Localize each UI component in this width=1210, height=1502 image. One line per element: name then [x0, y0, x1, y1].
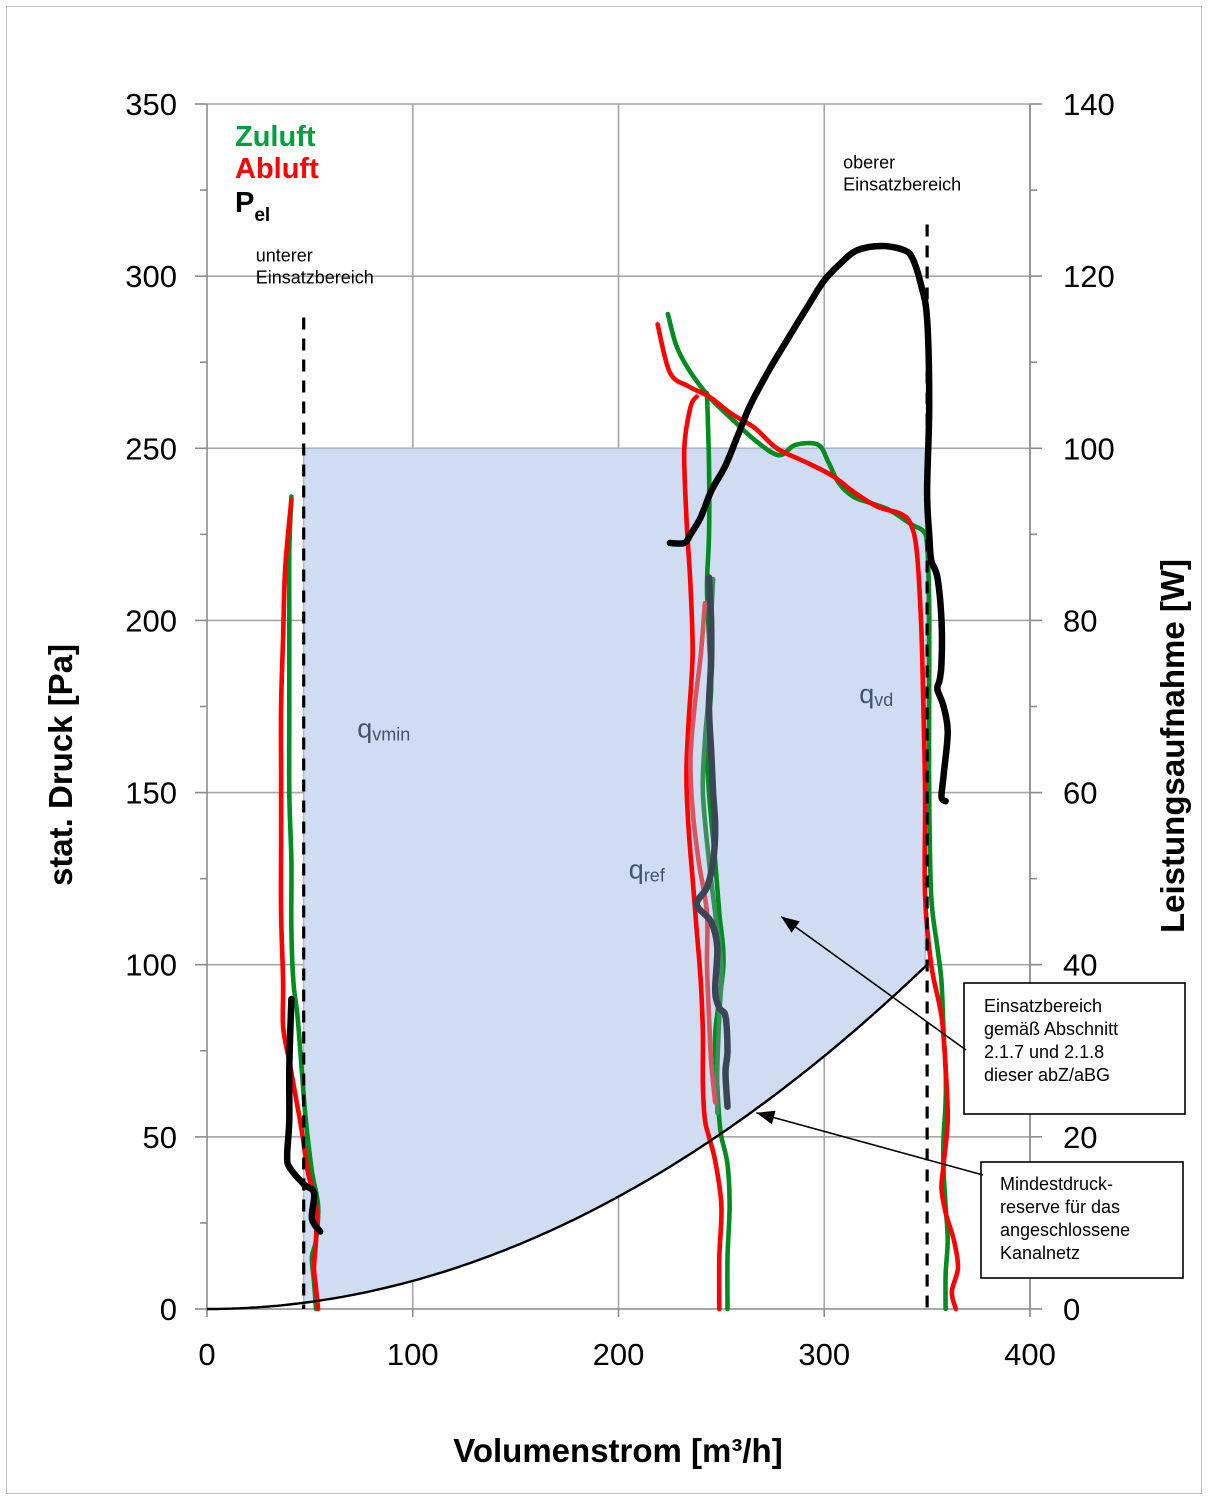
annotation-text-0: 2.1.7 und 2.1.8: [984, 1042, 1104, 1062]
y-tick-label: 50: [143, 1120, 177, 1155]
x-tick-label: 0: [198, 1337, 215, 1372]
point-label-qref: qref: [629, 855, 666, 886]
vline-label-upper: Einsatzbereich: [843, 175, 961, 195]
y2-tick-label: 140: [1063, 87, 1115, 122]
annotation-arrow-line-1: [756, 1111, 984, 1176]
x-tick-label: 100: [387, 1337, 439, 1372]
operating-region: [303, 447, 928, 1304]
operating-region-fill: [303, 447, 928, 1304]
y2-tick-label: 20: [1063, 1120, 1097, 1155]
legend-label: Abluft: [235, 153, 319, 185]
y2-tick-label: 0: [1063, 1292, 1080, 1327]
annotation-text-1: angeschlossene: [1000, 1220, 1130, 1240]
y-axis-title: stat. Druck [Pa]: [42, 644, 79, 886]
series-pel_vd: [666, 242, 951, 805]
annotation-arrowhead-0: [781, 916, 800, 933]
series-pel_min: [283, 995, 324, 1235]
annotation-text-0: gemäß Abschnitt: [984, 1019, 1118, 1039]
y-tick-label: 250: [125, 431, 177, 466]
annotation-text-0: dieser abZ/aBG: [984, 1065, 1110, 1085]
y-tick-label: 150: [125, 776, 177, 811]
x-axis-title: Volumenstrom [m³/h]: [453, 1432, 782, 1469]
annotation-text-1: reserve für das: [1000, 1197, 1120, 1217]
x-tick-label: 400: [1004, 1337, 1056, 1372]
y2-tick-label: 80: [1063, 603, 1097, 638]
y2-axis-title: Leistungsaufnahme [W]: [1154, 559, 1191, 933]
annotation-box-1: [980, 1161, 1184, 1279]
legend-label: P: [235, 187, 254, 219]
x-tick-label: 300: [798, 1337, 850, 1372]
y2-tick-label: 40: [1063, 948, 1097, 983]
y2-tick-label: 60: [1063, 776, 1097, 811]
point-label-sub: vd: [874, 690, 893, 710]
y2-tick-label: 100: [1063, 431, 1115, 466]
annotation-arrowhead-1: [756, 1110, 776, 1125]
point-label-qvmin: qvmin: [357, 713, 410, 744]
annotation-box-0: [963, 982, 1186, 1115]
vline-label-lower: Einsatzbereich: [256, 267, 374, 287]
reserve-curve: [207, 963, 928, 1311]
point-label-base: q: [859, 679, 874, 709]
point-label-sub: ref: [644, 866, 666, 886]
vline-label-lower: unterer: [256, 245, 313, 265]
operating-limits: untererEinsatzbereichobererEinsatzbereic…: [256, 153, 961, 1309]
legend-item-2: Pel: [235, 187, 270, 226]
point-label-base: q: [629, 855, 644, 885]
annotation-text-1: Kanalnetz: [1000, 1243, 1080, 1263]
annotation-arrow-line-0: [780, 915, 967, 1051]
legend-item-1: Abluft: [235, 153, 319, 185]
y-tick-label: 200: [125, 603, 177, 638]
y-tick-label: 100: [125, 948, 177, 983]
labels: Volumenstrom [m³/h] stat. Druck [Pa] Lei…: [42, 559, 1191, 1469]
series-pel_ref: [693, 574, 731, 1110]
axes: 0 50 100 150 200 250 300 350 0 20 40 60 80 100 120 140 0…: [125, 87, 1114, 1372]
legend-label: Zuluft: [235, 121, 316, 153]
vline-label-upper: oberer: [843, 153, 895, 173]
series-abluft_min: [278, 497, 321, 1312]
x-tick-label: 200: [593, 1337, 645, 1372]
legend-label-sub: el: [254, 205, 270, 226]
point-label-base: q: [357, 713, 372, 743]
annotation-text-1: Mindestdruck-: [1000, 1174, 1113, 1194]
series-abluft_ref: [681, 394, 724, 1312]
series-abluft_ref_ref: [688, 600, 718, 1105]
chart-frame: [6, 6, 1202, 1494]
annotation-text-0: Einsatzbereich: [984, 996, 1102, 1016]
y2-tick-label: 120: [1063, 259, 1115, 294]
y-tick-label: 300: [125, 259, 177, 294]
series-lines: [207, 242, 961, 1312]
y-tick-label: 350: [125, 87, 177, 122]
series-abluft_vd: [655, 322, 961, 1312]
y-tick-label: 0: [160, 1292, 177, 1327]
point-label-qvd: qvd: [859, 679, 893, 710]
legend-item-0: Zuluft: [235, 121, 316, 153]
point-label-sub: vmin: [372, 724, 410, 744]
annotations: Einsatzbereich gemäß Abschnitt 2.1.7 und 2…: [756, 915, 1186, 1279]
